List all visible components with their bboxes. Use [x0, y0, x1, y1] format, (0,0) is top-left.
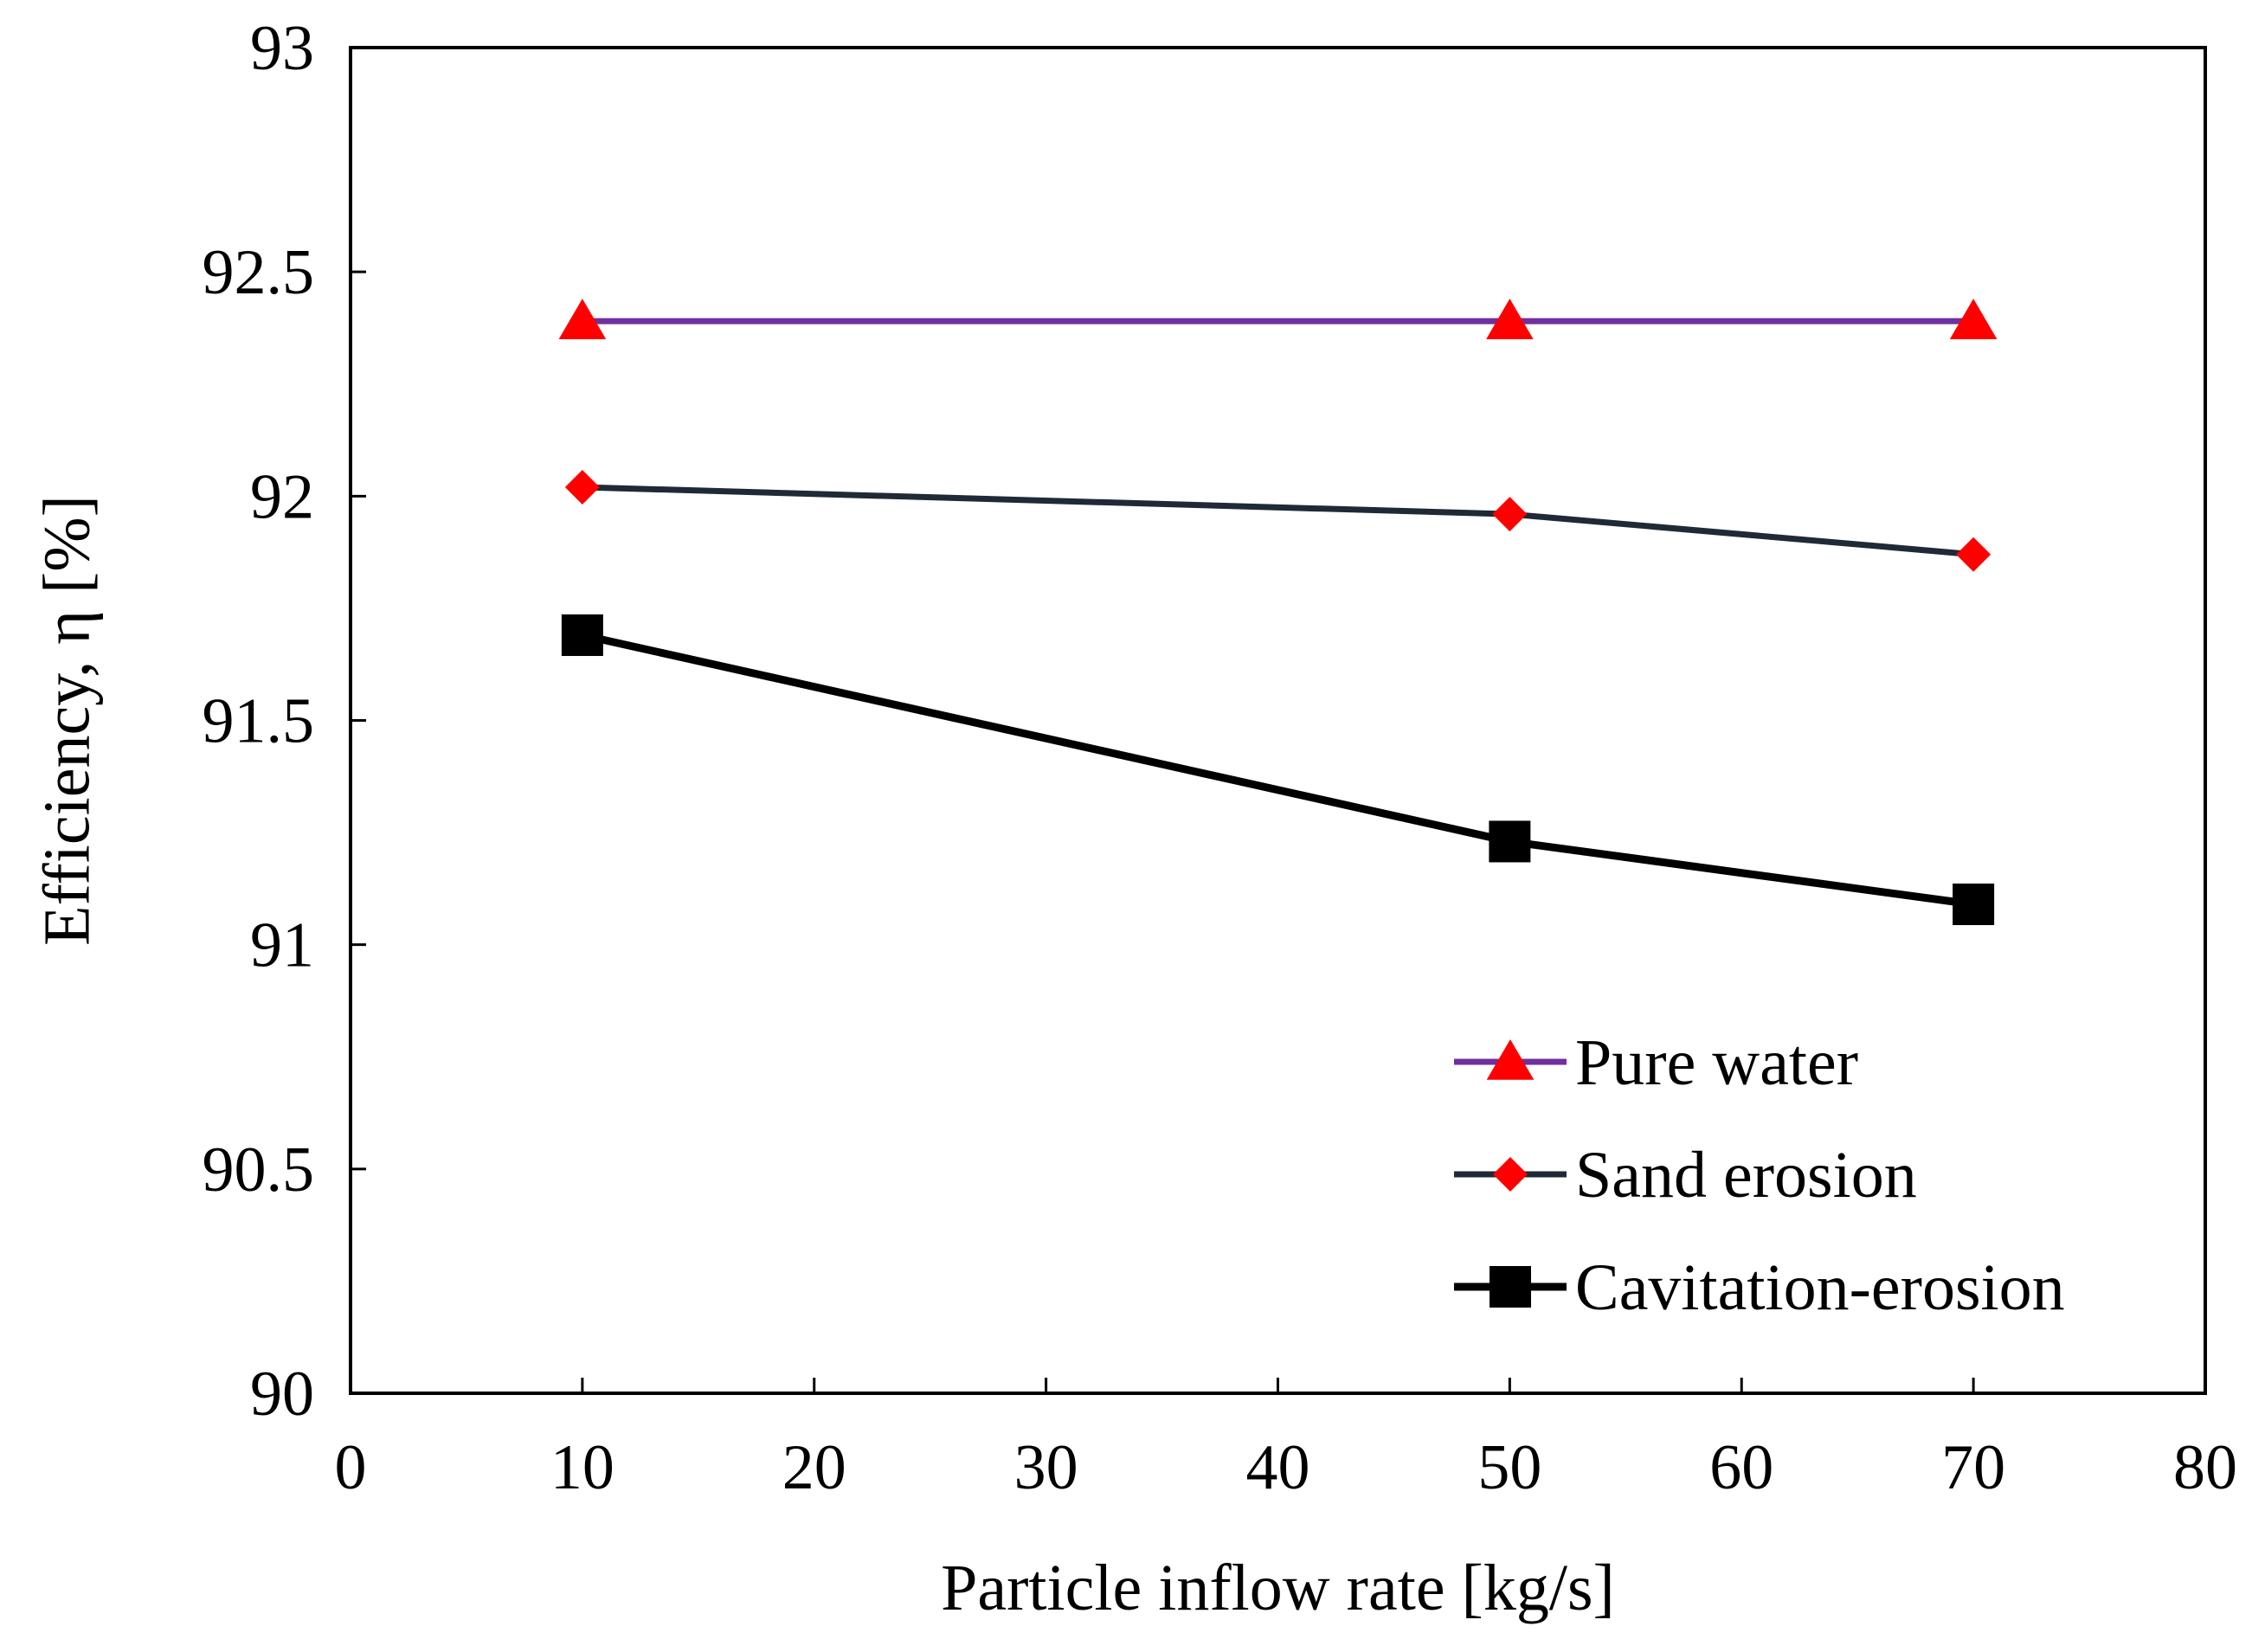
legend-label: Cavitation-erosion: [1575, 1251, 2065, 1324]
x-tick-label: 80: [2173, 1432, 2237, 1503]
legend-label: Pure water: [1575, 1026, 1858, 1099]
y-tick-label: 91.5: [203, 686, 315, 757]
x-tick-label: 10: [550, 1432, 614, 1503]
y-tick-label: 92: [250, 461, 314, 532]
data-point: [558, 299, 607, 339]
x-tick-label: 40: [1246, 1432, 1310, 1503]
y-tick-label: 92.5: [203, 237, 315, 308]
ticks-layer: 0 10 20 30 40 50 60 70 80 90 90.5 91 91.5 92 92.5 93: [203, 13, 2238, 1503]
x-tick-label: 50: [1477, 1432, 1541, 1503]
legend-item: Cavitation-erosion: [1454, 1251, 2065, 1324]
legend-item: Sand erosion: [1454, 1139, 1917, 1212]
x-tick-label: 0: [335, 1432, 367, 1503]
data-point: [561, 614, 603, 657]
y-axis-title: Efficiency, η [%]: [30, 495, 103, 946]
x-tick-label: 70: [1941, 1432, 2005, 1503]
legend-label: Sand erosion: [1575, 1139, 1917, 1212]
series-line: [582, 484, 1974, 558]
x-tick-label: 60: [1709, 1432, 1773, 1503]
x-tick-label: 30: [1014, 1432, 1078, 1503]
y-tick-label: 91: [250, 910, 314, 981]
data-point: [1953, 884, 1995, 926]
legend-item: Pure water: [1454, 1026, 1858, 1099]
data-point: [1489, 820, 1531, 863]
legend-marker: [1486, 1039, 1535, 1080]
series-cavitation-erosion: [561, 614, 1995, 926]
legend-marker: [1493, 1157, 1528, 1192]
series-layer: [558, 299, 1998, 926]
series-line: [581, 631, 1974, 909]
series-sand-erosion: [564, 469, 1991, 572]
y-tick-label: 90.5: [203, 1135, 315, 1205]
y-tick-label: 90: [250, 1359, 314, 1430]
legend: Pure water Sand erosion Cavitation-erosion: [1454, 1026, 2065, 1324]
legend-marker: [1490, 1266, 1531, 1308]
data-point: [1486, 299, 1534, 339]
x-axis-title: Particle inflow rate [kg/s]: [941, 1552, 1615, 1624]
data-point: [1956, 537, 1991, 572]
data-point: [564, 469, 600, 505]
data-point: [1949, 299, 1998, 339]
x-tick-label: 20: [782, 1432, 846, 1503]
data-point: [1492, 497, 1528, 532]
series-pure-water: [558, 299, 1998, 339]
plot-area-frame: [349, 46, 2207, 1395]
y-tick-label: 93: [250, 13, 314, 84]
